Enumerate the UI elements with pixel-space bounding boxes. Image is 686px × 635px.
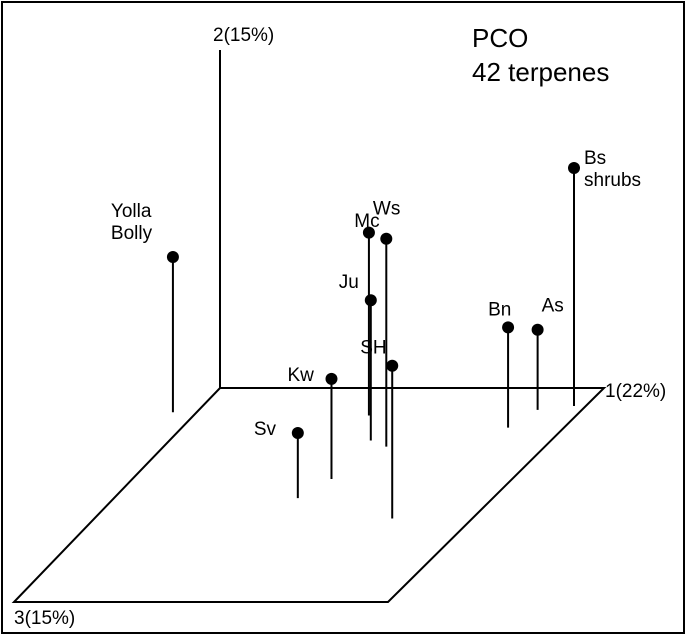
axis-1-label: 1(22%) [605,381,666,402]
label-mc: Mc [354,211,379,232]
label-sv: Sv [254,419,277,440]
label-kw: Kw [287,365,314,386]
label-bn: Bn [488,299,511,320]
label-as: As [542,296,564,317]
label-ws: Ws [373,199,400,220]
point-as [531,323,544,336]
floor-plane [11,387,607,603]
point-bs [568,162,580,175]
axis-2-label: 2(15%) [213,25,274,46]
point-ju [364,294,377,307]
chart-title-line-1: PCO [472,23,528,53]
point-kw [325,372,338,385]
point-sv [291,426,304,439]
axis-3-label: 3(15%) [14,608,75,629]
point-yolla [166,251,179,264]
label-yolla-line-2: Bolly [111,223,153,244]
point-bn [502,321,515,334]
label-bs-line-2: shrubs [584,170,641,191]
point-mc [380,232,393,245]
point-ws [362,226,375,239]
label-yolla-line-1: Yolla [111,201,152,222]
point-sh [386,359,399,372]
label-sh: SH [360,338,386,359]
label-ju: Ju [339,272,359,293]
chart-title-line-2: 42 terpenes [472,57,609,87]
label-bs-line-1: Bs [584,148,606,169]
